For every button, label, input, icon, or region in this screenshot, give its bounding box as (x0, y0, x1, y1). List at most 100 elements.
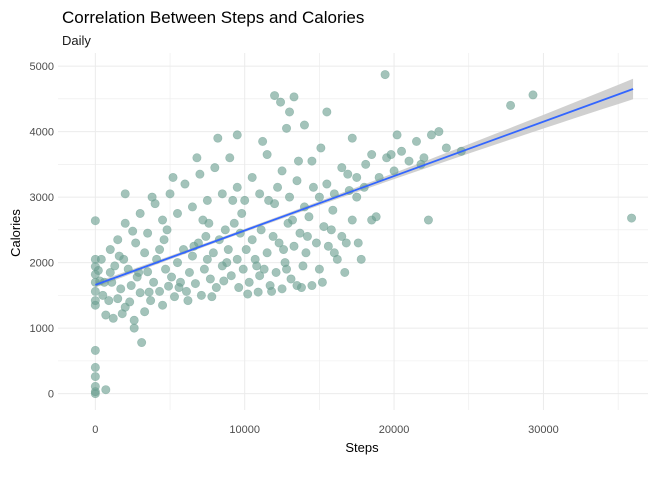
data-point (353, 238, 363, 248)
y-tick-label: 5000 (30, 61, 54, 73)
data-point (205, 274, 215, 284)
data-point (255, 189, 265, 199)
trend-line-layer (95, 88, 634, 286)
data-point (101, 310, 111, 320)
data-point (240, 195, 250, 205)
chart-subtitle: Daily (62, 33, 91, 48)
data-point (627, 213, 637, 223)
data-point (302, 231, 312, 241)
data-point (101, 385, 111, 395)
data-point (196, 290, 206, 300)
data-point (201, 231, 211, 241)
data-point (434, 127, 444, 137)
x-tick-label: 0 (92, 424, 98, 436)
data-point (238, 264, 248, 274)
data-point (164, 281, 174, 291)
data-point (277, 166, 287, 176)
data-point (172, 208, 182, 218)
data-point (90, 296, 100, 306)
data-point (241, 245, 251, 255)
data-point (389, 166, 399, 176)
data-point (198, 215, 208, 225)
data-point (293, 156, 303, 166)
data-point (270, 91, 280, 101)
data-point (144, 287, 154, 297)
y-tick-label: 1000 (30, 323, 54, 335)
data-point (161, 264, 171, 274)
data-point (143, 228, 153, 238)
data-point (279, 245, 289, 255)
data-point (187, 202, 197, 212)
data-point (110, 261, 120, 271)
data-point (252, 261, 262, 271)
data-point (426, 130, 436, 140)
data-point (274, 238, 284, 248)
data-point (298, 261, 308, 271)
data-point (301, 248, 311, 258)
y-tick-label: 0 (48, 389, 54, 401)
data-point (234, 283, 244, 293)
data-points (90, 70, 637, 399)
data-point (137, 338, 147, 348)
y-axis-ticks: 0 1000 2000 3000 4000 5000 (30, 61, 54, 401)
data-point (288, 215, 298, 225)
data-point (222, 258, 232, 268)
data-point (129, 323, 139, 333)
grid-lines (58, 53, 648, 410)
data-point (282, 123, 292, 133)
data-point (146, 296, 156, 306)
data-point (125, 297, 135, 307)
data-point (162, 225, 172, 235)
x-axis-label: Steps (345, 440, 379, 455)
data-point (299, 120, 309, 130)
data-point (90, 216, 100, 226)
data-point (380, 70, 390, 80)
data-point (131, 238, 141, 248)
data-point (158, 300, 168, 310)
data-point (210, 163, 220, 173)
data-point (253, 287, 263, 297)
data-point (220, 225, 230, 235)
data-point (159, 235, 169, 245)
data-point (276, 97, 286, 107)
data-point (329, 248, 339, 258)
data-point (304, 212, 314, 222)
data-point (264, 195, 274, 205)
data-point (149, 277, 159, 287)
data-point (247, 172, 257, 182)
chart-title: Correlation Between Steps and Calories (62, 8, 364, 27)
data-point (337, 163, 347, 173)
data-point (307, 156, 317, 166)
data-point (116, 284, 126, 294)
data-point (314, 264, 324, 274)
data-point (322, 179, 332, 189)
data-point (108, 313, 118, 323)
data-point (147, 192, 157, 202)
data-point (295, 228, 305, 238)
data-point (119, 254, 129, 264)
data-point (262, 150, 272, 160)
x-tick-label: 10000 (229, 424, 260, 436)
data-point (255, 271, 265, 281)
x-axis-ticks: 0 10000 20000 30000 (92, 424, 558, 436)
data-point (316, 143, 326, 153)
data-point (167, 272, 177, 282)
data-point (183, 296, 193, 306)
data-point (155, 245, 165, 255)
data-point (181, 286, 191, 296)
data-point (341, 238, 351, 248)
data-point (289, 92, 299, 102)
data-point (104, 296, 114, 306)
y-tick-label: 3000 (30, 192, 54, 204)
data-point (273, 182, 283, 192)
data-point (244, 277, 254, 287)
data-point (232, 182, 242, 192)
data-point (286, 274, 296, 284)
data-point (211, 283, 221, 293)
data-point (143, 267, 153, 277)
data-point (184, 267, 194, 277)
data-point (126, 281, 136, 291)
data-point (392, 130, 402, 140)
data-point (199, 264, 209, 274)
